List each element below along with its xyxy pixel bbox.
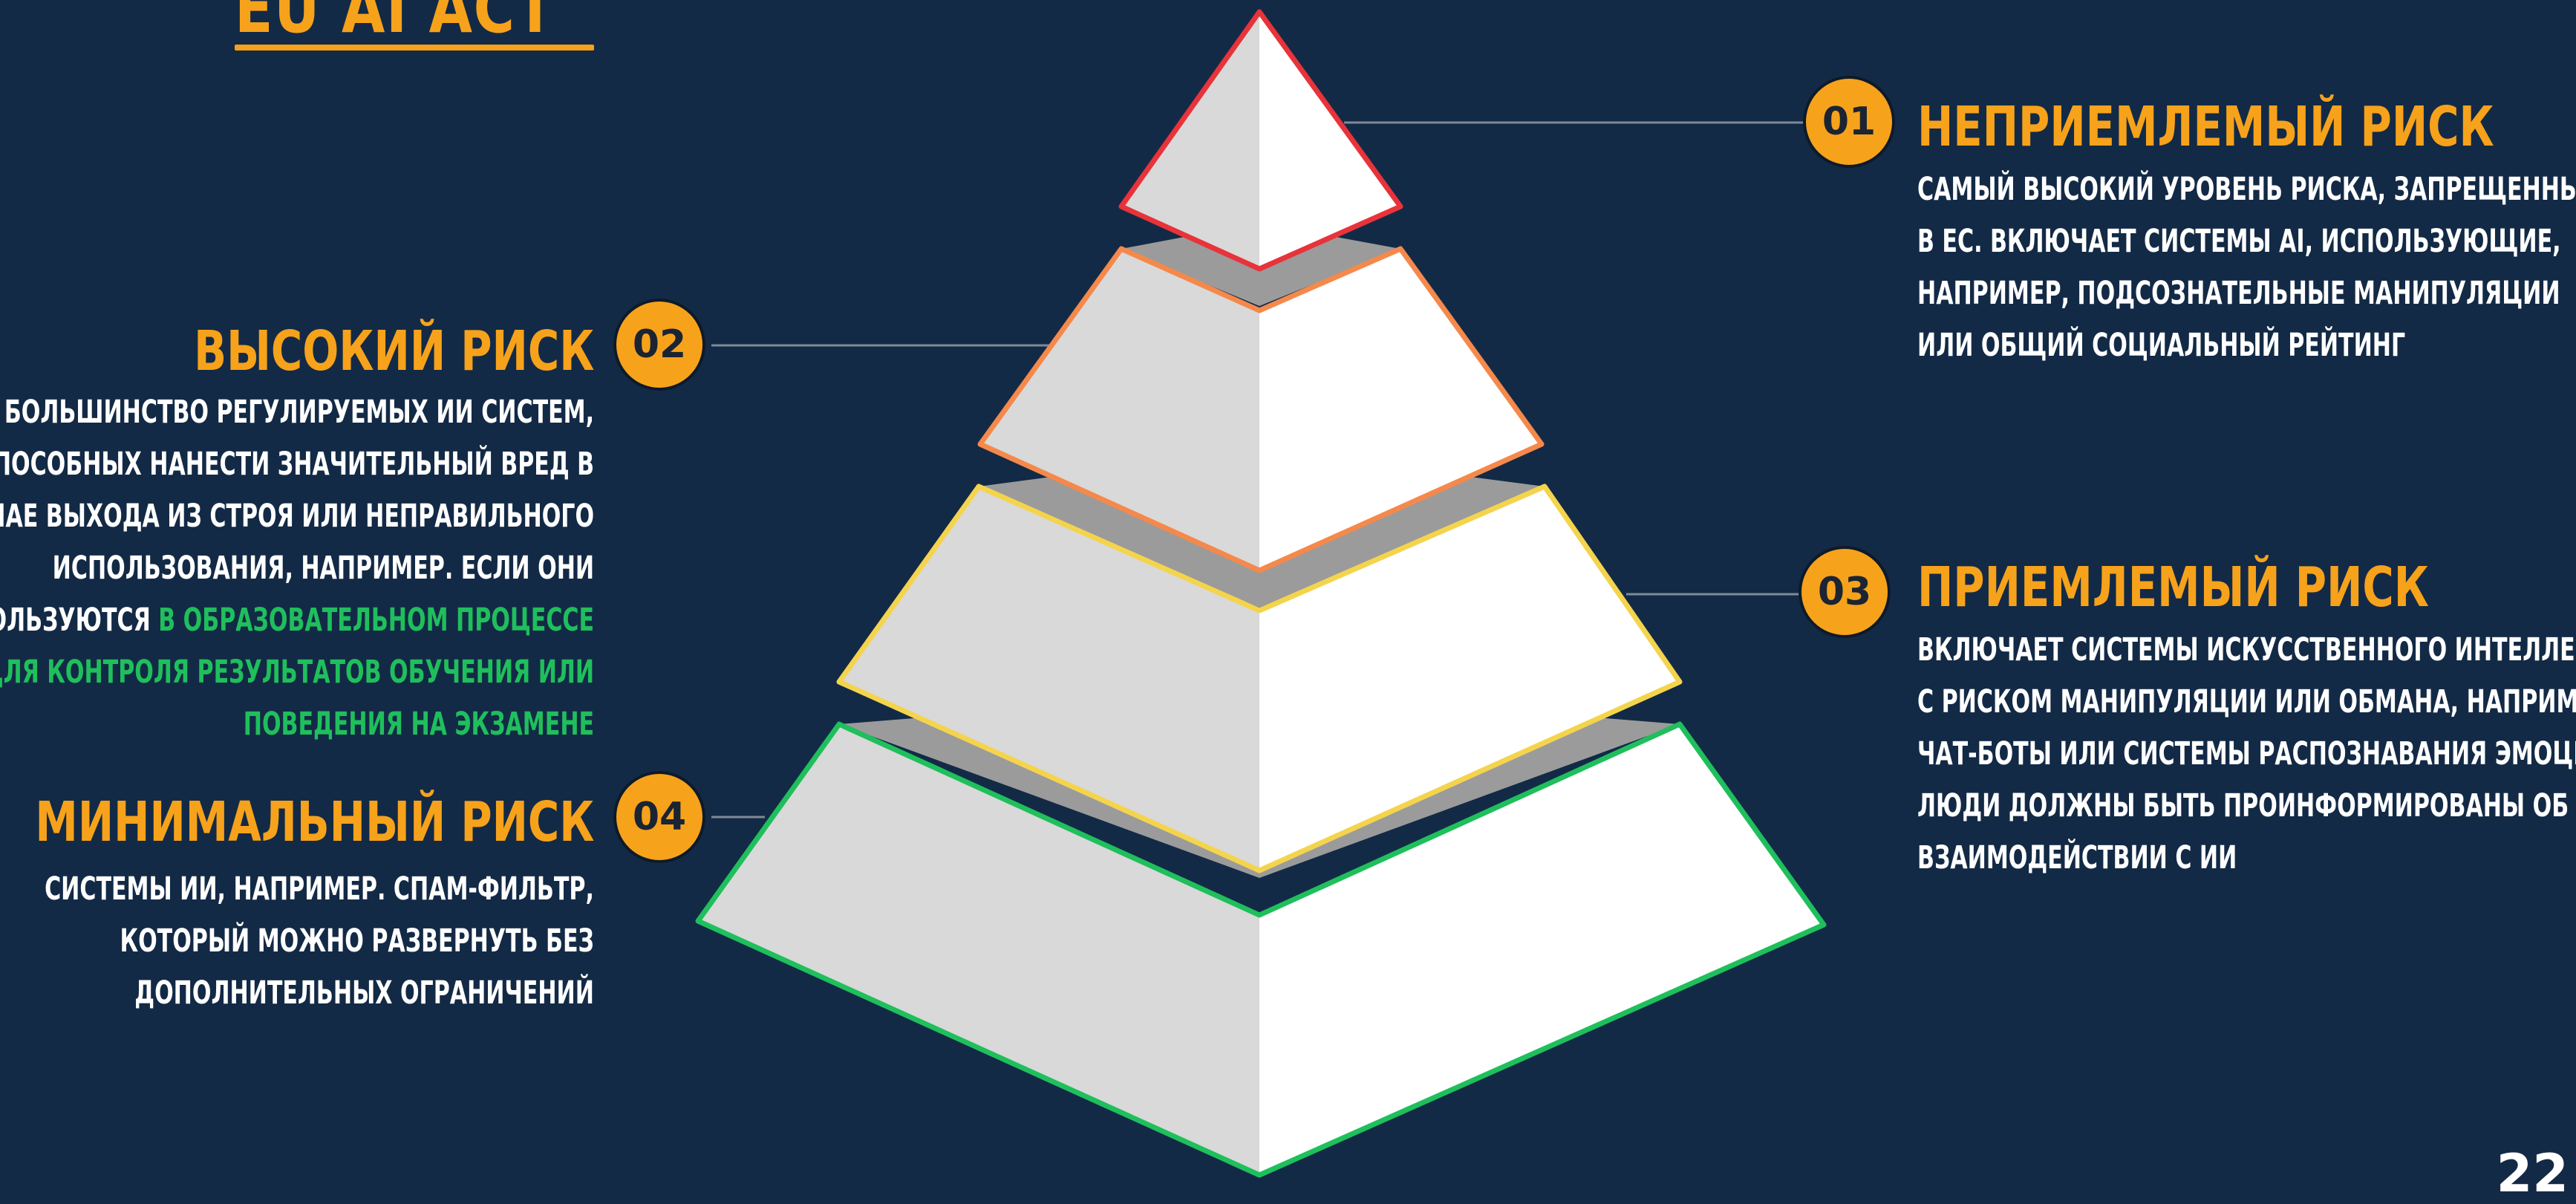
level-title-03: ПРИЕМЛЕМЫЙ РИСК bbox=[1917, 556, 2429, 619]
description-line: ИЛИ ОБЩИЙ СОЦИАЛЬНЫЙ РЕЙТИНГ bbox=[1917, 327, 2406, 364]
description-line: В ЕС. ВКЛЮЧАЕТ СИСТЕМЫ AI, ИСПОЛЬЗУЮЩИЕ, bbox=[1917, 223, 2561, 260]
description-line: ДОПОЛНИТЕЛЬНЫХ ОГРАНИЧЕНИЙ bbox=[134, 974, 595, 1012]
page-number: 22 bbox=[2496, 1143, 2569, 1204]
level-title-04: МИНИМАЛЬНЫЙ РИСК bbox=[34, 790, 594, 854]
level-badge-03: 03 bbox=[1799, 546, 1891, 638]
level-badge-02: 02 bbox=[613, 299, 705, 391]
level-badge-01: 01 bbox=[1803, 76, 1895, 168]
description-line: ЧАТ-БОТЫ ИЛИ СИСТЕМЫ РАСПОЗНАВАНИЯ ЭМОЦИ… bbox=[1917, 735, 2576, 772]
highlighted-text: В ОБРАЗОВАТЕЛЬНОМ ПРОЦЕССЕ bbox=[158, 602, 594, 639]
highlighted-line: ДЛЯ КОНТРОЛЯ РЕЗУЛЬТАТОВ ОБУЧЕНИЯ ИЛИ bbox=[0, 654, 595, 691]
description-line: САМЫЙ ВЫСОКИЙ УРОВЕНЬ РИСКА, ЗАПРЕЩЕННЫЙ bbox=[1917, 171, 2576, 208]
title-underline bbox=[235, 45, 594, 51]
description-line: ВКЛЮЧАЕТ СИСТЕМЫ ИСКУССТВЕННОГО ИНТЕЛЛЕК… bbox=[1917, 631, 2576, 668]
highlighted-line: ПОВЕДЕНИЯ НА ЭКЗАМЕНЕ bbox=[243, 706, 594, 743]
level-description-03: ВКЛЮЧАЕТ СИСТЕМЫ ИСКУССТВЕННОГО ИНТЕЛЛЕК… bbox=[1917, 624, 2576, 884]
level-title-01: НЕПРИЕМЛЕМЫЙ РИСК bbox=[1917, 95, 2494, 159]
description-line: СИСТЕМЫ ИИ, НАПРИМЕР. СПАМ-ФИЛЬТР, bbox=[45, 871, 594, 908]
description-line: КОТОРЫЙ МОЖНО РАЗВЕРНУТЬ БЕЗ bbox=[120, 922, 595, 960]
description-text: ИСПОЛЬЗУЮТСЯ bbox=[0, 602, 151, 639]
description-line: ВЗАИМОДЕЙСТВИИ С ИИ bbox=[1917, 839, 2237, 876]
level-description-01: САМЫЙ ВЫСОКИЙ УРОВЕНЬ РИСКА, ЗАПРЕЩЕННЫЙ… bbox=[1917, 163, 2576, 371]
description-line: СПОСОБНЫХ НАНЕСТИ ЗНАЧИТЕЛЬНЫЙ ВРЕД В bbox=[0, 446, 594, 483]
description-line: ИСПОЛЬЗОВАНИЯ, НАПРИМЕР. ЕСЛИ ОНИ bbox=[52, 550, 595, 587]
page-title: EU AI ACT bbox=[235, 0, 555, 48]
level-title-02: ВЫСОКИЙ РИСК bbox=[193, 319, 594, 383]
description-line: ИСПОЛЬЗУЮТСЯ В ОБРАЗОВАТЕЛЬНОМ ПРОЦЕССЕ bbox=[0, 594, 594, 646]
risk-pyramid bbox=[695, 9, 1827, 1178]
description-line: ЛЮДИ ДОЛЖНЫ БЫТЬ ПРОИНФОРМИРОВАНЫ ОБ ИХ bbox=[1917, 787, 2576, 824]
description-line: С РИСКОМ МАНИПУЛЯЦИИ ИЛИ ОБМАНА, НАПРИМЕ… bbox=[1917, 683, 2576, 720]
level-badge-04: 04 bbox=[613, 771, 705, 863]
description-line: СЛУЧАЕ ВЫХОДА ИЗ СТРОЯ ИЛИ НЕПРАВИЛЬНОГО bbox=[0, 498, 595, 535]
description-line: БОЛЬШИНСТВО РЕГУЛИРУЕМЫХ ИИ СИСТЕМ, bbox=[4, 394, 594, 431]
level-description-04: СИСТЕМЫ ИИ, НАПРИМЕР. СПАМ-ФИЛЬТР, КОТОР… bbox=[45, 863, 594, 1019]
pyramid-tier-unacceptable bbox=[1118, 9, 1403, 272]
level-description-02: БОЛЬШИНСТВО РЕГУЛИРУЕМЫХ ИИ СИСТЕМ, СПОС… bbox=[0, 386, 594, 750]
description-line: НАПРИМЕР, ПОДСОЗНАТЕЛЬНЫЕ МАНИПУЛЯЦИИ bbox=[1917, 275, 2560, 312]
